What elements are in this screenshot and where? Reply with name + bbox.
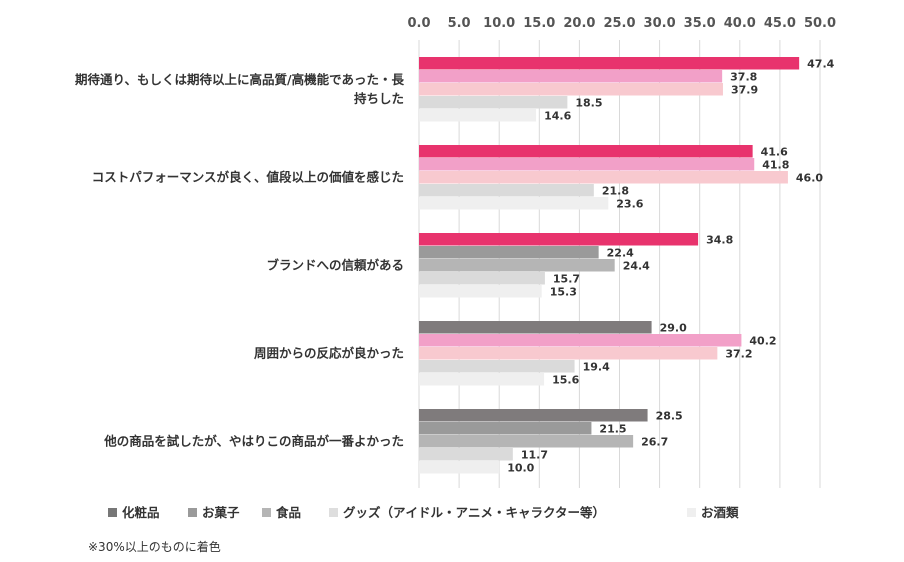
- data-label: 41.6: [761, 146, 788, 159]
- x-tick-label: 0.0: [407, 16, 430, 31]
- data-label: 47.4: [807, 58, 834, 71]
- data-label: 15.6: [552, 374, 579, 387]
- x-tick-label: 10.0: [483, 16, 515, 31]
- legend-swatch: [687, 508, 696, 517]
- category-label: 期待通り、もしくは期待以上に高品質/高機能であった・長: [75, 72, 404, 87]
- bar: [419, 461, 500, 474]
- bar: [419, 347, 718, 360]
- data-label: 37.8: [730, 71, 757, 84]
- x-tick-label: 40.0: [724, 16, 756, 31]
- x-axis-ticks: 0.0 5.0 10.0 15.0 20.0 25.0 30.0 35.0 40.0 45.0 50…: [407, 16, 836, 31]
- bar: [419, 272, 545, 285]
- data-label: 28.5: [656, 410, 683, 423]
- bar: [419, 233, 699, 246]
- data-label: 15.7: [553, 273, 580, 286]
- legend-swatch: [188, 508, 197, 517]
- bar: [419, 83, 723, 96]
- data-label: 46.0: [796, 172, 823, 185]
- data-label: 22.4: [607, 247, 634, 260]
- bar: [419, 409, 648, 422]
- bar: [419, 158, 755, 171]
- bar: [419, 57, 800, 70]
- bar: [419, 259, 615, 272]
- x-tick-label: 35.0: [684, 16, 716, 31]
- bar: [419, 422, 592, 435]
- bar: [419, 321, 652, 334]
- bar: [419, 334, 742, 347]
- data-label: 24.4: [623, 260, 650, 273]
- category-label: ブランドへの信頼がある: [266, 258, 404, 273]
- x-tick-label: 20.0: [563, 16, 595, 31]
- data-label: 41.8: [762, 159, 789, 172]
- bar: [419, 360, 575, 373]
- data-label: 14.6: [544, 110, 571, 123]
- data-label: 34.8: [706, 234, 733, 247]
- legend-label: 食品: [275, 505, 301, 520]
- data-label: 29.0: [660, 322, 687, 335]
- legend-swatch: [108, 508, 117, 517]
- x-tick-label: 25.0: [603, 16, 635, 31]
- data-label: 37.2: [725, 348, 752, 361]
- data-label: 21.5: [599, 423, 626, 436]
- bars: [419, 57, 800, 474]
- legend: 化粧品 お菓子 食品 グッズ（アイドル・アニメ・キャラクター等） お酒類: [108, 505, 739, 520]
- bar: [419, 171, 788, 184]
- bar: [419, 109, 537, 122]
- legend-label: お菓子: [202, 505, 240, 520]
- bar: [419, 184, 594, 197]
- data-label: 15.3: [550, 286, 577, 299]
- bar: [419, 197, 609, 210]
- bar: [419, 70, 723, 83]
- footnote: ※30%以上のものに着色: [88, 539, 221, 554]
- x-tick-label: 15.0: [523, 16, 555, 31]
- bar: [419, 246, 599, 259]
- category-label: 周囲からの反応が良かった: [254, 346, 404, 361]
- legend-label: 化粧品: [122, 505, 160, 520]
- bar: [419, 435, 634, 448]
- category-label: コストパフォーマンスが良く、値段以上の価値を感じた: [92, 170, 404, 185]
- data-label: 21.8: [602, 185, 629, 198]
- data-label: 23.6: [616, 198, 643, 211]
- data-label: 10.0: [507, 462, 534, 475]
- data-label: 37.9: [731, 84, 758, 97]
- x-tick-label: 5.0: [448, 16, 471, 31]
- bar: [419, 448, 513, 461]
- x-tick-label: 30.0: [644, 16, 676, 31]
- bar: [419, 373, 545, 386]
- legend-swatch: [262, 508, 271, 517]
- data-label: 19.4: [583, 361, 610, 374]
- data-label: 18.5: [575, 97, 602, 110]
- legend-label: グッズ（アイドル・アニメ・キャラクター等）: [343, 505, 605, 520]
- data-label: 26.7: [641, 436, 668, 449]
- category-labels: 期待通り、もしくは期待以上に高品質/高機能であった・長持ちしたコストパフォーマン…: [75, 72, 404, 449]
- x-tick-label: 50.0: [804, 16, 836, 31]
- data-labels: 47.4 37.837.9 18.5 14.6 41.641.8 46.0 21.823.6…: [507, 58, 834, 475]
- bar: [419, 285, 542, 298]
- data-label: 40.2: [749, 335, 776, 348]
- x-tick-label: 45.0: [764, 16, 796, 31]
- bar: [419, 145, 753, 158]
- legend-label: お酒類: [701, 505, 739, 520]
- legend-swatch: [329, 508, 338, 517]
- bar: [419, 96, 568, 109]
- category-label: 他の商品を試したが、やはりこの商品が一番よかった: [103, 434, 404, 449]
- category-label: 持ちした: [354, 91, 404, 106]
- data-label: 11.7: [521, 449, 548, 462]
